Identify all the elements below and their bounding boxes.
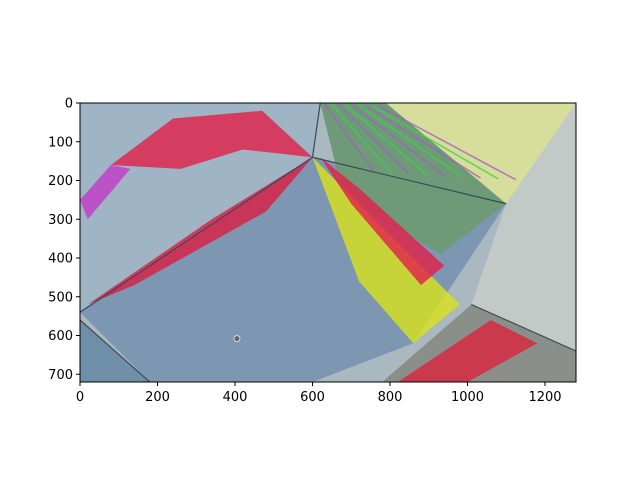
image-layer [80, 103, 576, 382]
x-tick-label: 800 [378, 390, 403, 405]
plot-frame [79, 102, 577, 383]
marker-small-ring [233, 335, 241, 343]
tile-edge [80, 319, 151, 382]
stripe-line [378, 105, 517, 181]
image-region-top-right-floor [386, 103, 576, 204]
stripe-line [365, 104, 481, 179]
x-tick-label: 1000 [451, 390, 484, 405]
tile-edge [471, 303, 576, 352]
stripe-line [344, 103, 428, 176]
stripe-line [323, 103, 376, 174]
highlight-band-magenta-edge [80, 165, 131, 220]
highlight-band-yellow-band [312, 157, 460, 344]
image-region-striped-tile [320, 103, 507, 255]
tile-edge [311, 103, 321, 158]
image-region-right-floor [471, 103, 576, 351]
x-tick-label: 200 [145, 390, 170, 405]
x-tick-label: 1200 [528, 390, 561, 405]
tile-edge [80, 156, 313, 313]
y-tick-label: 400 [48, 252, 73, 267]
y-tick-label: 700 [48, 368, 73, 383]
highlight-band-red-band-right [320, 157, 445, 286]
stripe-line [358, 104, 464, 178]
stripe-line [330, 103, 393, 175]
tile-stripes [323, 103, 517, 181]
x-tick-label: 0 [76, 390, 84, 405]
stripe-line [337, 103, 411, 176]
tile-edge [312, 156, 507, 205]
highlight-band-red-band-left [111, 110, 313, 169]
x-axis: 0 200 400 600 800 1000 1200 [76, 382, 562, 405]
y-axis: 0 100 200 300 400 500 600 700 [48, 97, 80, 383]
y-tick-label: 600 [48, 329, 73, 344]
y-tick-label: 500 [48, 290, 73, 305]
y-tick-label: 200 [48, 174, 73, 189]
y-tick-label: 100 [48, 135, 73, 150]
y-tick-label: 0 [65, 97, 73, 112]
x-tick-label: 400 [223, 390, 248, 405]
x-tick-label: 600 [300, 390, 325, 405]
highlight-band-red-lower-right [397, 320, 538, 382]
stripe-line [371, 105, 499, 180]
y-tick-label: 300 [48, 213, 73, 228]
stripe-line [351, 104, 446, 177]
